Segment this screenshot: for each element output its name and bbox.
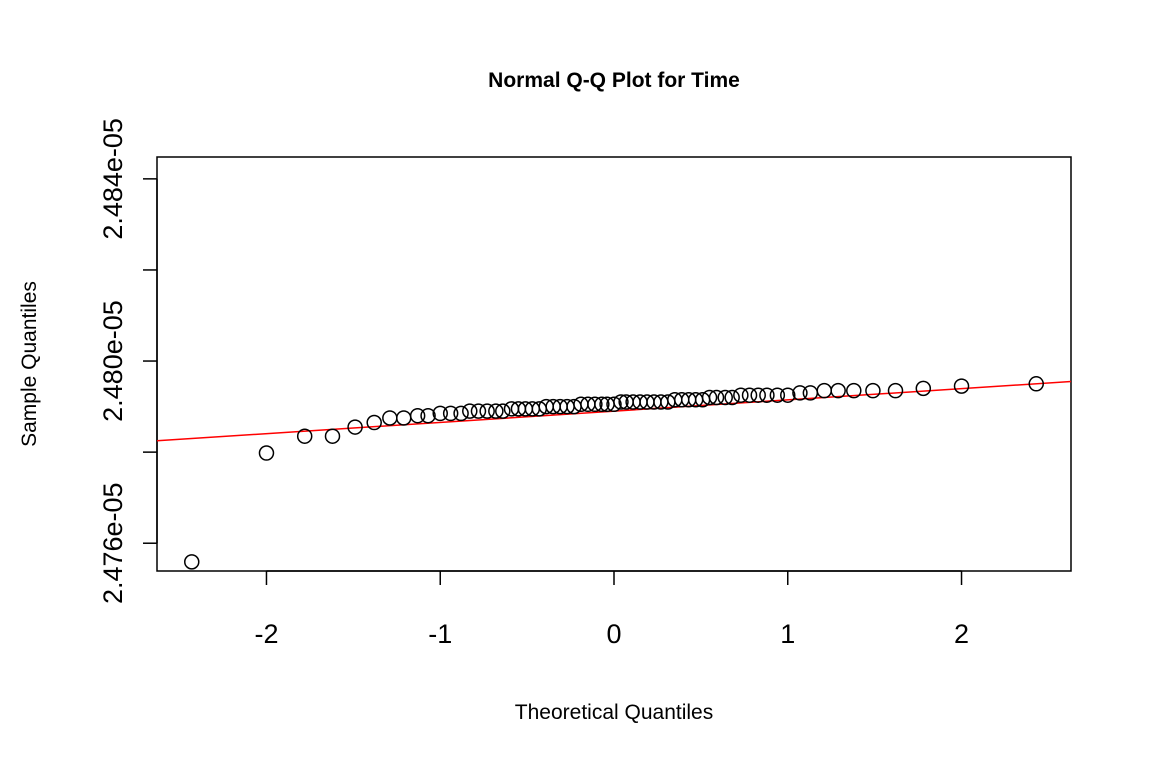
data-point: [420, 407, 436, 424]
data-point: [409, 407, 426, 424]
data-point: [741, 387, 758, 403]
data-point: [717, 389, 733, 406]
y-tick-label: 2.480e-05: [98, 300, 128, 422]
data-point: [462, 403, 478, 419]
x-tick-label: -2: [254, 619, 278, 649]
data-point: [442, 405, 459, 422]
data-point: [750, 387, 766, 403]
data-point: [830, 382, 846, 399]
x-tick-label: -1: [428, 619, 452, 649]
y-axis: 2.476e-05 2.480e-05 2.484e-05: [98, 118, 158, 604]
data-point: [594, 396, 610, 413]
data-point: [1028, 376, 1044, 392]
chart-title: Normal Q-Q Plot for Time: [488, 69, 740, 92]
data-point: [258, 445, 275, 461]
data-point: [708, 389, 725, 406]
data-points: [184, 376, 1044, 570]
plot-frame: [156, 156, 1072, 572]
data-point: [587, 396, 603, 413]
data-point: [296, 428, 313, 444]
data-point: [887, 382, 904, 399]
data-point: [792, 385, 808, 401]
data-point: [382, 410, 398, 426]
x-tick-label: 1: [780, 619, 795, 649]
data-point: [953, 378, 970, 394]
data-point: [453, 405, 469, 422]
data-point: [816, 382, 833, 399]
y-tick-label: 2.476e-05: [98, 482, 128, 604]
data-point: [613, 394, 629, 410]
data-point: [759, 387, 775, 403]
data-point: [395, 410, 412, 426]
data-point: [769, 387, 786, 403]
data-point: [606, 396, 622, 413]
y-axis-title: Sample Quantiles: [18, 281, 41, 447]
data-point: [780, 387, 796, 403]
data-point: [488, 403, 504, 419]
data-point: [366, 414, 382, 431]
data-point: [865, 382, 881, 399]
data-point: [846, 382, 862, 399]
data-point: [724, 389, 740, 406]
data-point: [470, 403, 487, 419]
x-tick-label: 0: [606, 619, 621, 649]
x-axis: -2 -1 0 1 2: [254, 570, 969, 649]
x-tick-label: 2: [954, 619, 969, 649]
y-tick-label: 2.484e-05: [98, 118, 128, 240]
data-point: [324, 428, 341, 444]
data-point: [915, 380, 932, 397]
data-point: [701, 389, 718, 406]
data-point: [184, 554, 200, 570]
data-point: [347, 419, 363, 435]
x-axis-title: Theoretical Quantiles: [515, 701, 713, 724]
data-point: [479, 403, 495, 419]
data-point: [432, 405, 448, 422]
data-point: [495, 403, 511, 419]
data-point: [733, 387, 749, 403]
